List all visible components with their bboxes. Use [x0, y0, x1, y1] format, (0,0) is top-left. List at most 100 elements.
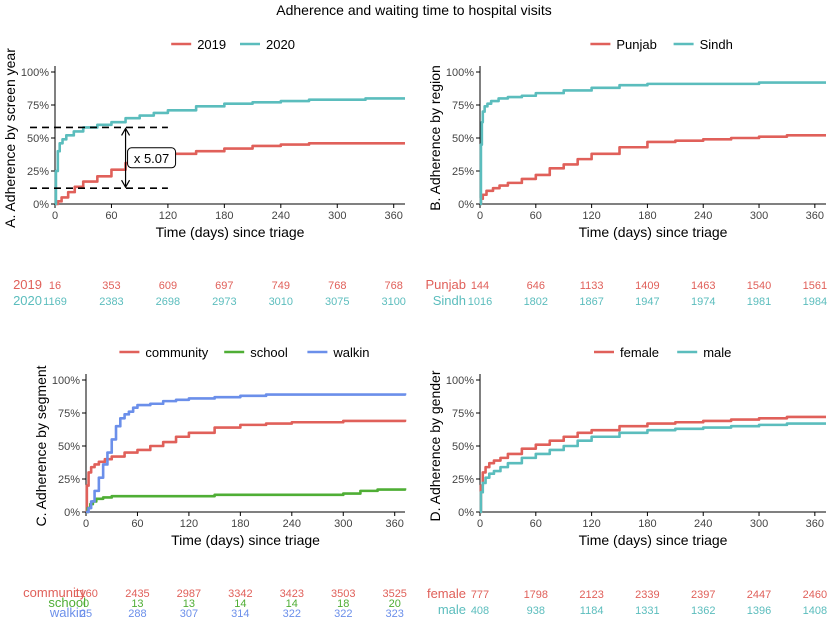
y-tick-label: 75%: [58, 408, 80, 420]
risk-table-value: 2460: [803, 589, 827, 601]
risk-table-value: 1362: [691, 605, 715, 617]
annotation-arrowhead-up: [121, 127, 131, 136]
series-line-female: [479, 415, 826, 514]
risk-table-value: 609: [159, 280, 177, 292]
y-tick-label: 25%: [27, 166, 49, 178]
risk-table-value: 314: [231, 608, 249, 620]
series-line-community: [85, 419, 407, 514]
x-tick-label: 180: [231, 518, 249, 530]
series-line-male: [479, 422, 826, 514]
y-tick-label: 50%: [452, 133, 474, 145]
risk-table-value: 1016: [468, 296, 492, 308]
x-tick-label: 120: [582, 518, 600, 530]
x-tick-label: 0: [477, 210, 483, 222]
x-tick-label: 300: [334, 518, 352, 530]
series-line-walkin: [86, 393, 407, 514]
risk-table-value: 1463: [691, 280, 715, 292]
risk-table-value: 288: [128, 608, 146, 620]
y-axis-title: A. Adherence by screen year: [2, 48, 18, 228]
x-tick-label: 360: [386, 518, 404, 530]
risk-table-value: 3100: [381, 296, 405, 308]
x-tick-label: 60: [105, 210, 117, 222]
risk-table-value: 3075: [325, 296, 349, 308]
legend-label-2020: 2020: [266, 37, 295, 52]
y-tick-label: 50%: [452, 441, 474, 453]
y-tick-label: 100%: [21, 67, 49, 79]
x-tick-label: 60: [530, 518, 542, 530]
series-line-school: [86, 488, 407, 514]
annotation-arrowhead-down: [121, 179, 131, 189]
x-tick-label: 0: [52, 210, 58, 222]
risk-table-value: 697: [215, 280, 233, 292]
y-tick-label: 0%: [458, 507, 474, 519]
risk-table-value: 1984: [803, 296, 827, 308]
y-tick-label: 50%: [58, 441, 80, 453]
x-tick-label: 60: [530, 210, 542, 222]
series-line-punjab: [479, 134, 826, 206]
risk-table-row-label: walkin: [49, 605, 86, 620]
risk-table-value: 20: [389, 598, 401, 610]
x-tick-label: 240: [272, 210, 290, 222]
x-tick-label: 360: [385, 210, 403, 222]
risk-table-value: 408: [471, 605, 489, 617]
risk-table-value: 1409: [635, 280, 659, 292]
y-tick-label: 25%: [452, 474, 474, 486]
risk-table-value: 3525: [382, 588, 406, 600]
legend-label-male: male: [703, 345, 731, 360]
risk-table-value: 1160: [74, 588, 98, 600]
legend-label-punjab: Punjab: [616, 37, 656, 52]
risk-table-row-label: 2019: [13, 277, 42, 292]
y-tick-label: 25%: [58, 474, 80, 486]
y-tick-label: 0%: [64, 507, 80, 519]
y-axis-title: C. Adherence by segment: [33, 365, 49, 526]
risk-table-row-label: female: [427, 586, 466, 601]
risk-table-value: 1408: [803, 605, 827, 617]
legend-label-community: community: [145, 345, 208, 360]
risk-table-value: 3010: [269, 296, 293, 308]
y-tick-label: 0%: [33, 199, 49, 211]
panel-d: 0% 25% 50% 75% 100% 0 60 120 180 240 300 360 Time (d…: [427, 345, 827, 617]
x-tick-label: 0: [83, 518, 89, 530]
risk-table-value: 1133: [580, 280, 604, 292]
risk-table-row-label: community: [23, 585, 86, 600]
x-tick-label: 240: [283, 518, 301, 530]
risk-table-value: 3342: [228, 588, 252, 600]
x-tick-label: 300: [750, 518, 768, 530]
x-tick-label: 0: [477, 518, 483, 530]
legend-label-sindh: Sindh: [700, 37, 733, 52]
risk-table-value: 1974: [691, 296, 715, 308]
x-tick-label: 360: [806, 518, 824, 530]
y-tick-label: 75%: [452, 100, 474, 112]
risk-table-value: 14: [234, 598, 246, 610]
y-axis-title: B. Adherence by region: [427, 65, 443, 211]
x-axis-title: Time (days) since triage: [579, 532, 728, 548]
risk-table-row-label: Punjab: [426, 277, 466, 292]
risk-table-value: 768: [385, 280, 403, 292]
risk-table-value: 768: [328, 280, 346, 292]
risk-table-value: 144: [471, 280, 489, 292]
risk-table-value: 1798: [524, 589, 548, 601]
risk-table-value: 2698: [156, 296, 180, 308]
legend-label-female: female: [620, 345, 659, 360]
annotation-label: x 5.07: [134, 151, 169, 166]
y-tick-label: 100%: [52, 375, 80, 387]
y-tick-label: 100%: [446, 67, 474, 79]
series-line-2020: [54, 97, 405, 206]
risk-table-value: 1331: [635, 605, 659, 617]
x-tick-label: 300: [750, 210, 768, 222]
panel-a: 0% 25% 50% 75% 100% 0 60 120 180 240 300 360 Time (d…: [2, 37, 406, 308]
risk-table-value: 16: [49, 280, 61, 292]
figure-title: Adherence and waiting time to hospital v…: [276, 2, 551, 18]
series-line-2019: [55, 141, 405, 206]
y-tick-label: 75%: [452, 408, 474, 420]
risk-table-value: 1867: [579, 296, 603, 308]
risk-table-value: 25: [80, 608, 92, 620]
risk-table-value: 13: [183, 598, 195, 610]
x-axis-title: Time (days) since triage: [171, 532, 320, 548]
y-tick-label: 0%: [458, 199, 474, 211]
risk-table-value: 322: [283, 608, 301, 620]
risk-table-value: 2383: [99, 296, 123, 308]
risk-table-row-label: school: [48, 595, 86, 610]
risk-table-value: 1540: [747, 280, 771, 292]
